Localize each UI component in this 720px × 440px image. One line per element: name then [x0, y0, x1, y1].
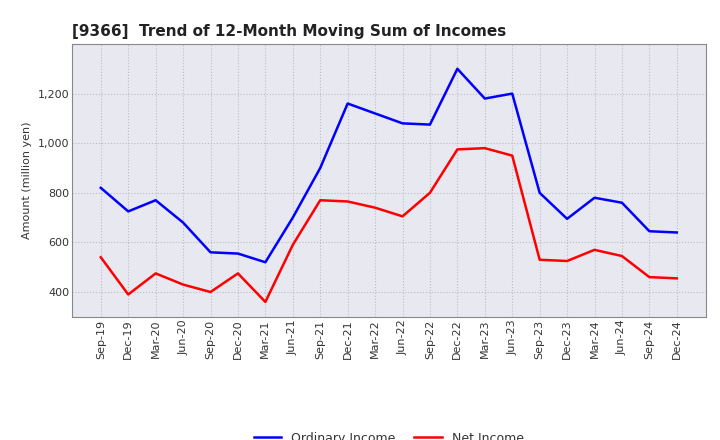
Net Income — [371, 205, 379, 210]
Ordinary Income — [289, 215, 297, 220]
Net Income — [480, 146, 489, 151]
Line: Net Income: Net Income — [101, 148, 677, 302]
Legend: Ordinary Income, Net Income: Ordinary Income, Net Income — [248, 427, 529, 440]
Ordinary Income — [563, 216, 572, 221]
Net Income — [96, 255, 105, 260]
Ordinary Income — [618, 200, 626, 205]
Ordinary Income — [96, 185, 105, 191]
Net Income — [179, 282, 187, 287]
Ordinary Income — [672, 230, 681, 235]
Ordinary Income — [426, 122, 434, 127]
Net Income — [206, 290, 215, 295]
Net Income — [261, 299, 270, 304]
Ordinary Income — [316, 165, 325, 171]
Net Income — [398, 214, 407, 219]
Net Income — [151, 271, 160, 276]
Ordinary Income — [508, 91, 516, 96]
Net Income — [672, 276, 681, 281]
Ordinary Income — [124, 209, 132, 214]
Ordinary Income — [233, 251, 242, 256]
Ordinary Income — [590, 195, 599, 200]
Net Income — [508, 153, 516, 158]
Line: Ordinary Income: Ordinary Income — [101, 69, 677, 262]
Ordinary Income — [343, 101, 352, 106]
Net Income — [563, 258, 572, 264]
Ordinary Income — [206, 249, 215, 255]
Ordinary Income — [536, 190, 544, 195]
Net Income — [645, 275, 654, 280]
Ordinary Income — [645, 229, 654, 234]
Y-axis label: Amount (million yen): Amount (million yen) — [22, 121, 32, 239]
Ordinary Income — [371, 111, 379, 116]
Net Income — [536, 257, 544, 262]
Ordinary Income — [398, 121, 407, 126]
Net Income — [289, 242, 297, 248]
Net Income — [316, 198, 325, 203]
Net Income — [426, 190, 434, 195]
Net Income — [618, 253, 626, 259]
Net Income — [124, 292, 132, 297]
Ordinary Income — [480, 96, 489, 101]
Ordinary Income — [151, 198, 160, 203]
Ordinary Income — [261, 260, 270, 265]
Net Income — [590, 247, 599, 253]
Net Income — [343, 199, 352, 204]
Net Income — [233, 271, 242, 276]
Net Income — [453, 147, 462, 152]
Ordinary Income — [453, 66, 462, 71]
Ordinary Income — [179, 220, 187, 225]
Text: [9366]  Trend of 12-Month Moving Sum of Incomes: [9366] Trend of 12-Month Moving Sum of I… — [72, 24, 506, 39]
